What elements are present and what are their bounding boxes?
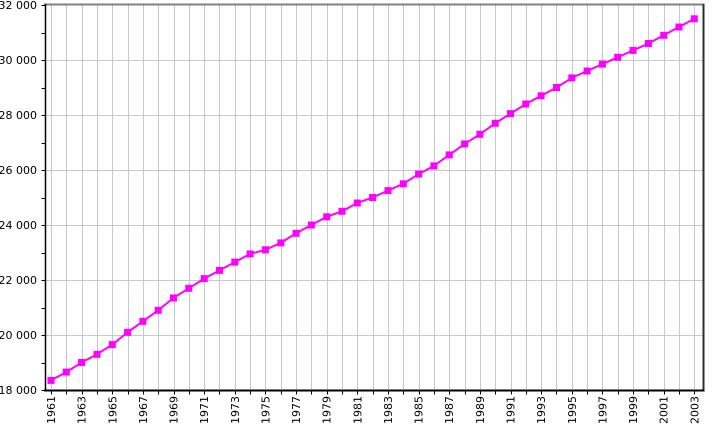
data-point-1980 <box>338 207 346 215</box>
data-point-1996 <box>583 67 591 75</box>
x-ticks <box>51 391 695 395</box>
data-point-1970 <box>185 284 193 292</box>
y-tick-labels: 18 000 20 000 22 000 24 000 26 000 28 000 30 0… <box>0 0 37 397</box>
y-tick-label: 24 000 <box>0 219 37 232</box>
data-point-1981 <box>353 199 361 207</box>
x-tick-label: 1967 <box>137 396 150 424</box>
x-tick-label: 1977 <box>290 396 303 424</box>
plot-frame <box>44 3 705 392</box>
data-point-1986 <box>430 162 438 170</box>
population-series-markers <box>47 15 698 384</box>
data-point-1982 <box>369 194 377 201</box>
data-point-2002 <box>675 23 683 31</box>
y-gridlines <box>45 60 704 336</box>
x-tick-label: 1965 <box>106 396 119 424</box>
y-tick-label: 20 000 <box>0 329 37 342</box>
data-point-1962 <box>62 368 70 376</box>
data-point-1983 <box>384 187 392 195</box>
data-point-1991 <box>507 110 514 118</box>
x-tick-label: 1995 <box>566 396 579 424</box>
x-tick-label: 1987 <box>443 396 456 424</box>
data-point-1990 <box>491 119 499 127</box>
x-tick-label: 1993 <box>535 396 548 424</box>
y-tick-label: 22 000 <box>0 274 37 287</box>
x-tick-label: 1983 <box>382 396 395 424</box>
data-point-1965 <box>108 341 116 349</box>
data-point-1999 <box>629 46 637 54</box>
data-point-1985 <box>415 170 423 178</box>
y-tick-label: 18 000 <box>0 384 37 397</box>
data-point-1973 <box>231 258 239 266</box>
data-point-1972 <box>216 266 223 274</box>
data-point-1992 <box>522 100 530 108</box>
data-point-1974 <box>246 250 254 258</box>
data-point-1967 <box>139 317 147 325</box>
data-point-1987 <box>445 151 453 159</box>
data-point-1997 <box>598 60 606 68</box>
x-tick-label: 1969 <box>168 396 181 424</box>
data-point-1961 <box>47 376 55 384</box>
x-tick-labels: 1961 1963 1965 1967 1969 1971 1973 1975 1977 1979… <box>45 396 701 424</box>
data-point-1993 <box>537 92 545 100</box>
data-point-1969 <box>170 294 177 302</box>
x-tick-label: 1975 <box>259 396 272 424</box>
x-tick-label: 1973 <box>229 396 242 424</box>
x-tick-label: 1989 <box>474 396 487 424</box>
x-tick-label: 1963 <box>76 396 89 424</box>
x-tick-label: 1999 <box>627 396 640 424</box>
data-point-1971 <box>200 275 208 283</box>
data-point-1968 <box>154 306 162 314</box>
data-point-1988 <box>461 140 469 148</box>
y-tick-label: 26 000 <box>0 164 37 177</box>
x-tick-label: 2001 <box>658 396 671 424</box>
data-point-1976 <box>277 239 285 247</box>
y-tick-label: 28 000 <box>0 109 37 122</box>
data-point-1994 <box>553 84 560 91</box>
x-tick-label: 1971 <box>198 396 211 424</box>
data-point-2001 <box>660 31 668 39</box>
data-point-1975 <box>261 246 269 254</box>
data-point-1984 <box>399 180 407 188</box>
data-point-1979 <box>323 213 331 221</box>
data-point-1964 <box>93 350 101 358</box>
x-tick-label: 2003 <box>688 396 701 424</box>
data-point-1989 <box>476 130 484 138</box>
x-tick-label: 1979 <box>321 396 334 424</box>
x-tick-label: 1981 <box>351 396 364 424</box>
x-gridlines <box>51 5 695 390</box>
y-tick-label: 30 000 <box>0 54 37 67</box>
data-point-1977 <box>292 229 300 237</box>
data-point-1966 <box>124 328 132 336</box>
y-ticks <box>41 5 45 391</box>
x-tick-label: 1997 <box>596 396 609 424</box>
data-point-1995 <box>568 74 576 82</box>
x-tick-label: 1991 <box>505 396 518 424</box>
data-point-1998 <box>614 53 622 61</box>
data-point-2003 <box>690 15 698 23</box>
data-point-2000 <box>644 40 652 47</box>
data-point-1978 <box>307 221 315 229</box>
x-tick-label: 1985 <box>413 396 426 424</box>
x-tick-label: 1961 <box>45 396 58 424</box>
y-tick-label: 32 000 <box>0 0 37 12</box>
data-point-1963 <box>78 359 86 366</box>
